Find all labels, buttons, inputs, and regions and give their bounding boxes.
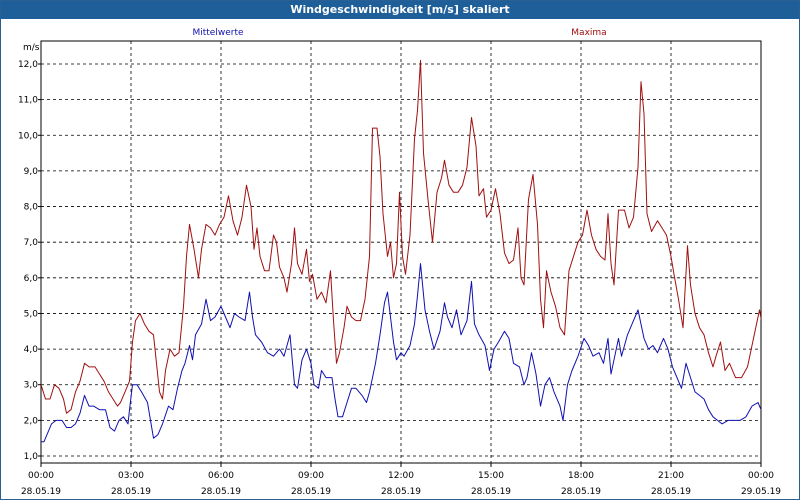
y-tick-label: 6,0 — [24, 274, 39, 284]
x-tick-date-label: 29.05.19 — [741, 487, 781, 497]
x-tick-time-label: 06:00 — [208, 471, 234, 481]
x-tick-time-label: 00:00 — [28, 471, 54, 481]
series-line-maxima — [41, 59, 761, 414]
y-tick-label: 4,0 — [24, 345, 39, 355]
x-tick-date-label: 28.05.19 — [201, 487, 241, 497]
x-tick-date-label: 28.05.19 — [471, 487, 511, 497]
x-tick-time-label: 03:00 — [118, 471, 144, 481]
x-tick-date-label: 28.05.19 — [381, 487, 421, 497]
x-tick-date-label: 28.05.19 — [561, 487, 601, 497]
y-tick-label: 5,0 — [24, 309, 39, 319]
x-tick-time-label: 15:00 — [478, 471, 504, 481]
x-tick-time-label: 00:00 — [748, 471, 774, 481]
x-tick-date-label: 28.05.19 — [111, 487, 151, 497]
x-tick-date-label: 28.05.19 — [21, 487, 61, 497]
y-tick-label: 8,0 — [24, 203, 39, 213]
x-tick-time-label: 12:00 — [388, 471, 414, 481]
y-tick-label: 9,0 — [24, 167, 39, 177]
y-tick-label: 12,0 — [18, 60, 38, 70]
legend-label-mittelwerte: Mittelwerte — [192, 28, 243, 38]
y-tick-label: 3,0 — [24, 381, 39, 391]
window-title: Windgeschwindigkeit [m/s] skaliert — [1, 1, 799, 19]
y-axis-unit-label: m/s — [23, 43, 40, 53]
x-tick-time-label: 21:00 — [658, 471, 684, 481]
x-tick-date-label: 28.05.19 — [291, 487, 331, 497]
y-tick-label: 2,0 — [24, 416, 39, 426]
y-tick-label: 11,0 — [18, 96, 38, 106]
x-tick-date-label: 28.05.19 — [651, 487, 691, 497]
series-line-mittelwerte — [41, 263, 761, 443]
x-tick-time-label: 18:00 — [568, 471, 594, 481]
y-tick-label: 7,0 — [24, 238, 39, 248]
y-tick-label: 10,0 — [18, 131, 38, 141]
legend-label-maxima: Maxima — [571, 28, 606, 38]
x-tick-time-label: 09:00 — [298, 471, 324, 481]
y-tick-label: 1,0 — [24, 452, 39, 462]
